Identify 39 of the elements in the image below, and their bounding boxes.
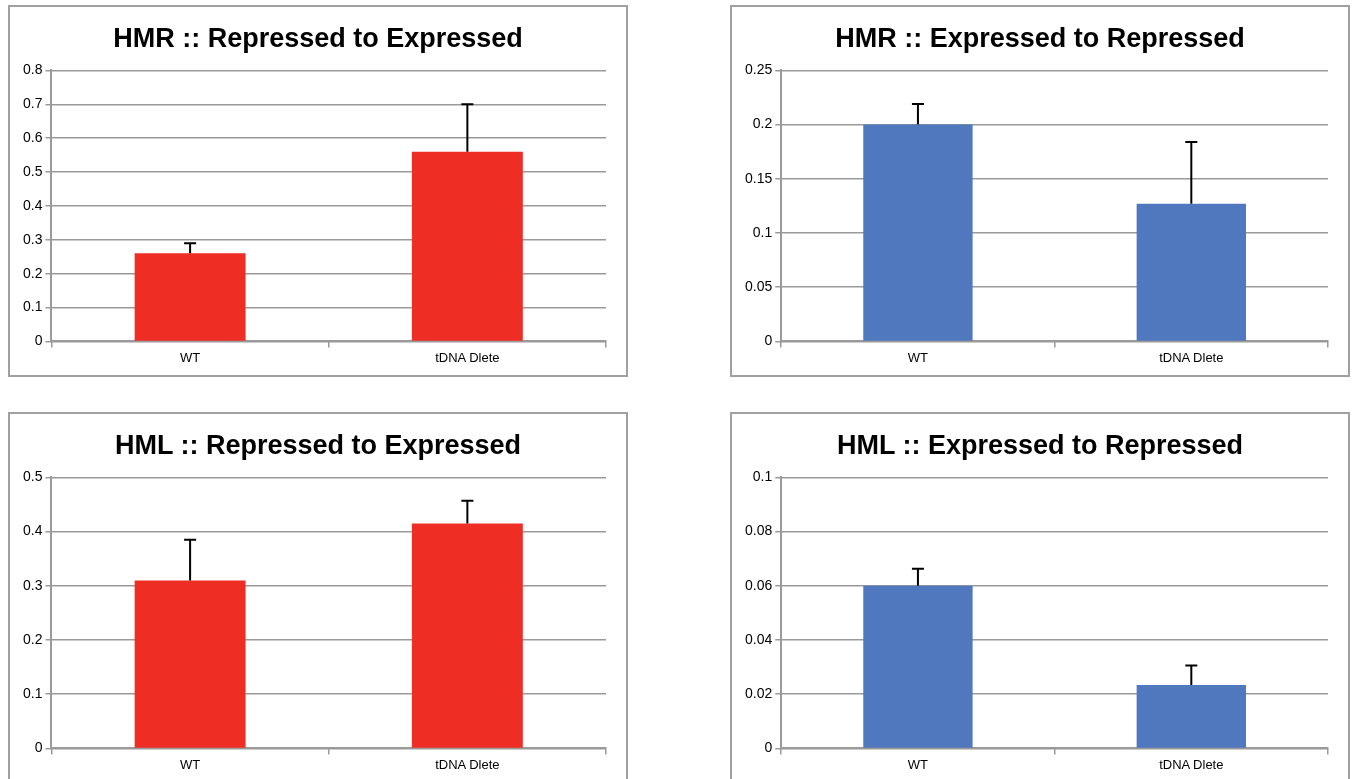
x-tick-label: WT xyxy=(907,349,929,365)
x-tick-label: WT xyxy=(179,349,201,365)
y-tick-label: 0.1 xyxy=(752,223,773,240)
y-tick-label: 0.7 xyxy=(22,95,43,112)
y-tick-label: 0.5 xyxy=(22,468,43,485)
x-tick-label: tDNA Dlete xyxy=(1159,756,1224,772)
x-tick-label: WT xyxy=(179,756,201,772)
y-tick-label: 0 xyxy=(764,332,773,349)
y-tick-label: 0.4 xyxy=(22,196,43,213)
y-tick-label: 0 xyxy=(34,739,43,756)
y-tick-label: 0.15 xyxy=(745,169,773,186)
y-tick-label: 0.08 xyxy=(745,522,773,539)
y-tick-label: 0.3 xyxy=(22,230,43,247)
y-tick-label: 0 xyxy=(764,739,773,756)
y-tick-label: 0.4 xyxy=(22,522,43,539)
y-tick-label: 0.1 xyxy=(752,468,773,485)
y-tick-label: 0.8 xyxy=(22,61,43,78)
y-tick-label: 0.5 xyxy=(22,162,43,179)
chart-title: HML :: Expressed to Repressed xyxy=(835,430,1245,462)
y-tick-label: 0.2 xyxy=(22,630,43,647)
chart-title: HMR :: Repressed to Expressed xyxy=(112,23,524,55)
y-tick-label: 0.2 xyxy=(22,264,43,281)
y-tick-label: 0.6 xyxy=(22,129,43,146)
y-tick-label: 0 xyxy=(34,332,43,349)
x-tick-label: tDNA Dlete xyxy=(1159,349,1224,365)
y-tick-label: 0.3 xyxy=(22,576,43,593)
y-tick-label: 0.04 xyxy=(745,630,773,647)
x-tick-label: tDNA Dlete xyxy=(435,756,500,772)
chart-title: HMR :: Expressed to Repressed xyxy=(834,23,1246,55)
y-tick-label: 0.1 xyxy=(22,685,43,702)
x-tick-label: WT xyxy=(907,756,929,772)
chart-title: HML :: Repressed to Expressed xyxy=(113,430,523,462)
y-tick-label: 0.25 xyxy=(745,61,773,78)
y-tick-label: 0.2 xyxy=(752,115,773,132)
y-tick-label: 0.1 xyxy=(22,298,43,315)
y-tick-label: 0.06 xyxy=(745,576,773,593)
y-tick-label: 0.05 xyxy=(745,278,773,295)
y-tick-label: 0.02 xyxy=(745,685,773,702)
x-tick-label: tDNA Dlete xyxy=(435,349,500,365)
